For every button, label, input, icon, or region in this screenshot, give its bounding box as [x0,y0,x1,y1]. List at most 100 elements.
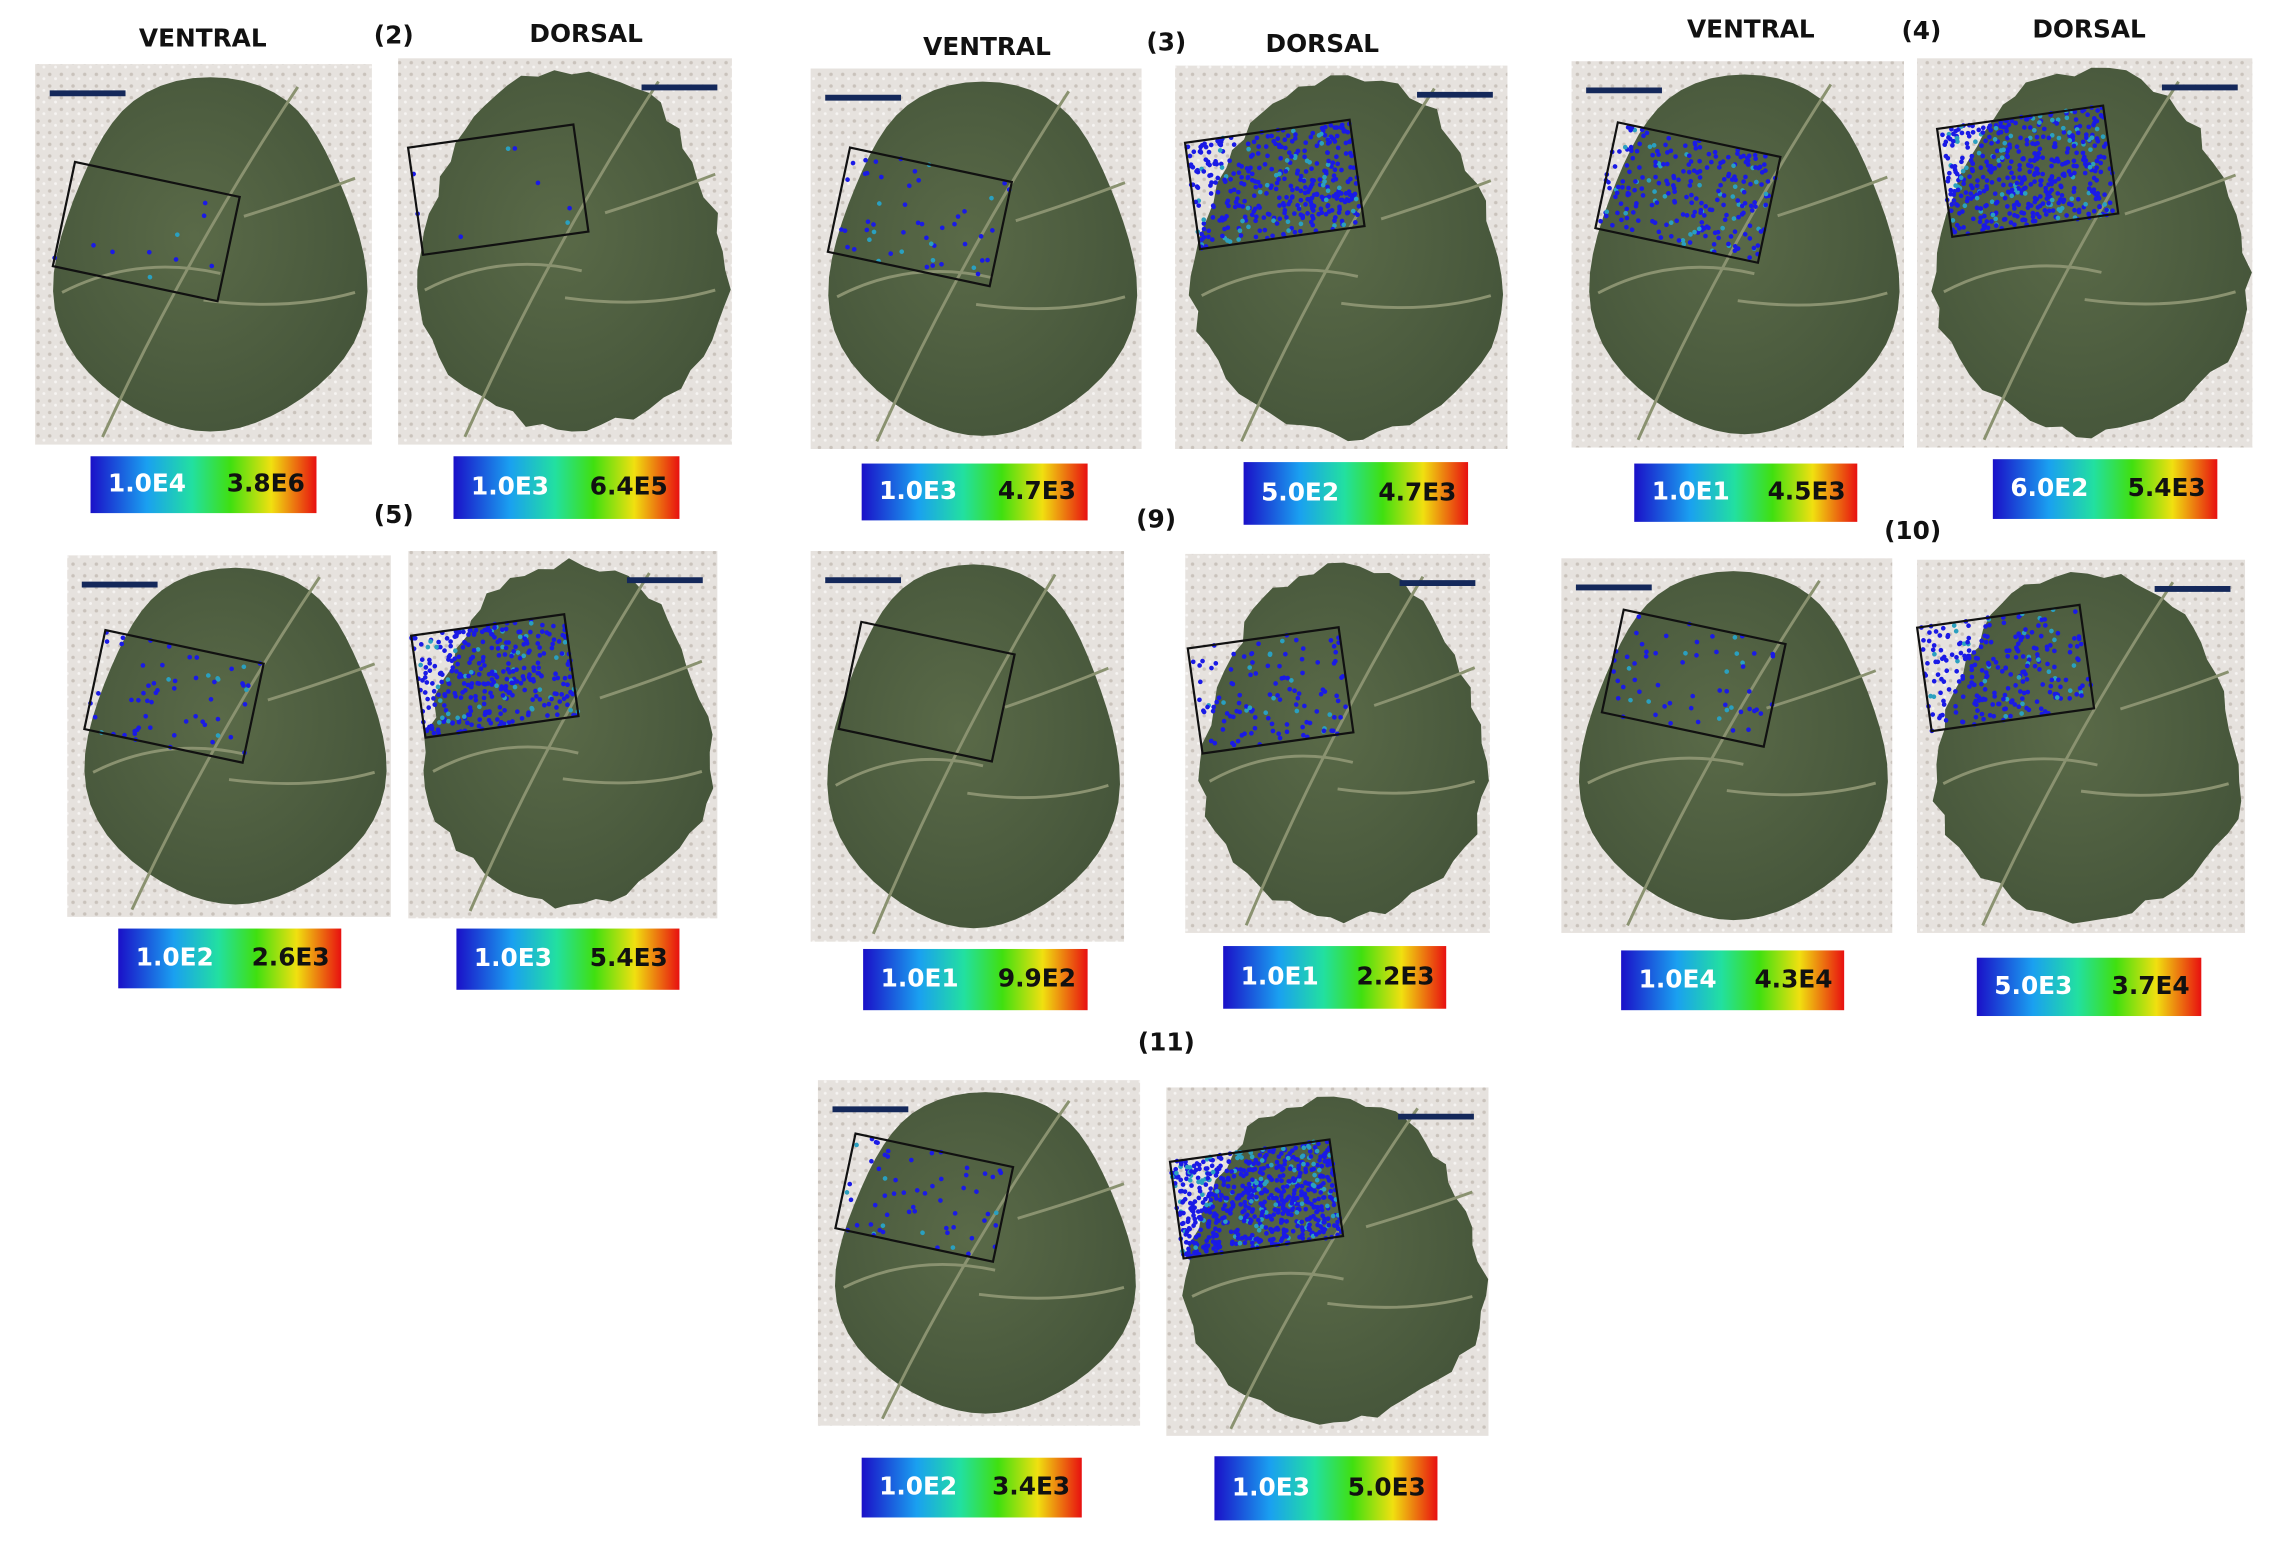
signal-dot [1976,150,1982,156]
signal-dot [2019,696,2025,701]
signal-dot [1253,218,1258,224]
signal-dot [2083,132,2089,137]
signal-dot [2019,711,2024,716]
signal-dot [1236,237,1241,242]
signal-dot [2021,690,2027,696]
signal-dot [1187,1233,1192,1239]
colorbar-min: 1.0E4 [1639,964,1717,993]
signal-dot [438,644,443,650]
signal-dot [2012,702,2018,707]
signal-dot [537,645,542,650]
signal-dot [1328,122,1334,128]
signal-dot [1221,718,1227,724]
signal-dot [2076,634,2082,639]
signal-dot [2040,171,2045,177]
signal-dot [1328,1188,1334,1194]
signal-dot [1987,712,1993,718]
signal-dot [2032,157,2037,163]
signal-dot [1220,217,1225,223]
leaf [84,567,387,905]
signal-dot [1969,674,1975,680]
signal-dot [982,1171,988,1176]
signal-dot [518,680,524,686]
signal-dot [2064,150,2070,155]
signal-dot [1319,194,1325,200]
signal-dot [562,675,568,681]
signal-dot [521,642,527,647]
signal-dot [1626,666,1632,671]
signal-dot [2046,669,2052,675]
signal-dot [2054,695,2060,700]
signal-dot [212,679,217,685]
signal-dot [442,648,447,653]
signal-dot [1296,1163,1302,1169]
signal-dot [546,701,552,707]
signal-dot [1249,730,1254,736]
signal-dot [2001,696,2006,702]
signal-dot [1956,641,1962,647]
signal-dot [1241,654,1247,659]
signal-dot [1615,184,1621,190]
signal-dot [1732,635,1738,640]
signal-dot [1672,189,1677,195]
signal-dot [1980,125,1986,131]
signal-dot [539,673,544,679]
signal-dot [1209,237,1215,242]
signal-dot [505,146,511,151]
signal-dot [1753,204,1758,209]
signal-dot [1299,656,1305,662]
dorsal-heading: DORSAL [2032,15,2146,44]
signal-dot [2024,705,2029,711]
signal-dot [490,632,495,637]
signal-dot [1238,233,1244,238]
signal-dot [906,1209,912,1215]
signal-dot [1345,129,1351,135]
signal-dot [553,671,558,677]
signal-dot [1308,134,1314,140]
signal-dot [1279,1151,1284,1156]
signal-dot [1299,1219,1305,1225]
signal-dot [2056,176,2061,182]
signal-dot [1326,158,1331,164]
signal-dot [1300,1227,1306,1233]
signal-dot [1290,194,1295,199]
ventral-heading: VENTRAL [923,32,1051,61]
colorbar-gradient [861,1457,1082,1518]
signal-dot [1263,1225,1269,1230]
signal-dot [1257,1169,1263,1175]
signal-dot [1253,184,1259,190]
signal-dot [2016,675,2022,680]
signal-dot [1751,651,1757,656]
signal-dot [2055,117,2061,123]
signal-dot [1331,173,1337,178]
signal-dot [2100,134,2106,140]
signal-dot [1763,202,1769,208]
colorbar: 1.0E2 3.4E3 [861,1457,1082,1518]
signal-dot [2071,663,2077,668]
signal-dot [2071,143,2077,149]
signal-dot [1208,1197,1214,1203]
signal-dot [2037,667,2042,672]
signal-dot [1186,1246,1191,1252]
signal-dot [520,674,526,679]
signal-dot [2040,134,2046,140]
signal-dot [1233,1241,1239,1247]
signal-dot [1245,141,1251,147]
signal-dot [549,696,554,702]
signal-dot [1763,191,1769,197]
signal-dot [455,661,460,667]
signal-dot [1249,1209,1255,1214]
signal-dot [2064,213,2069,218]
signal-dot [1724,688,1730,694]
signal-dot [1246,1181,1252,1187]
signal-dot [864,227,870,233]
signal-dot [1613,194,1618,200]
signal-dot [1946,687,1952,692]
signal-dot [140,663,146,668]
signal-dot [478,666,484,672]
signal-dot [2067,696,2073,701]
signal-dot [1206,234,1211,240]
signal-dot [2098,169,2104,175]
colorbar: 1.0E1 2.2E3 [1223,946,1447,1009]
signal-dot [1974,183,1980,189]
